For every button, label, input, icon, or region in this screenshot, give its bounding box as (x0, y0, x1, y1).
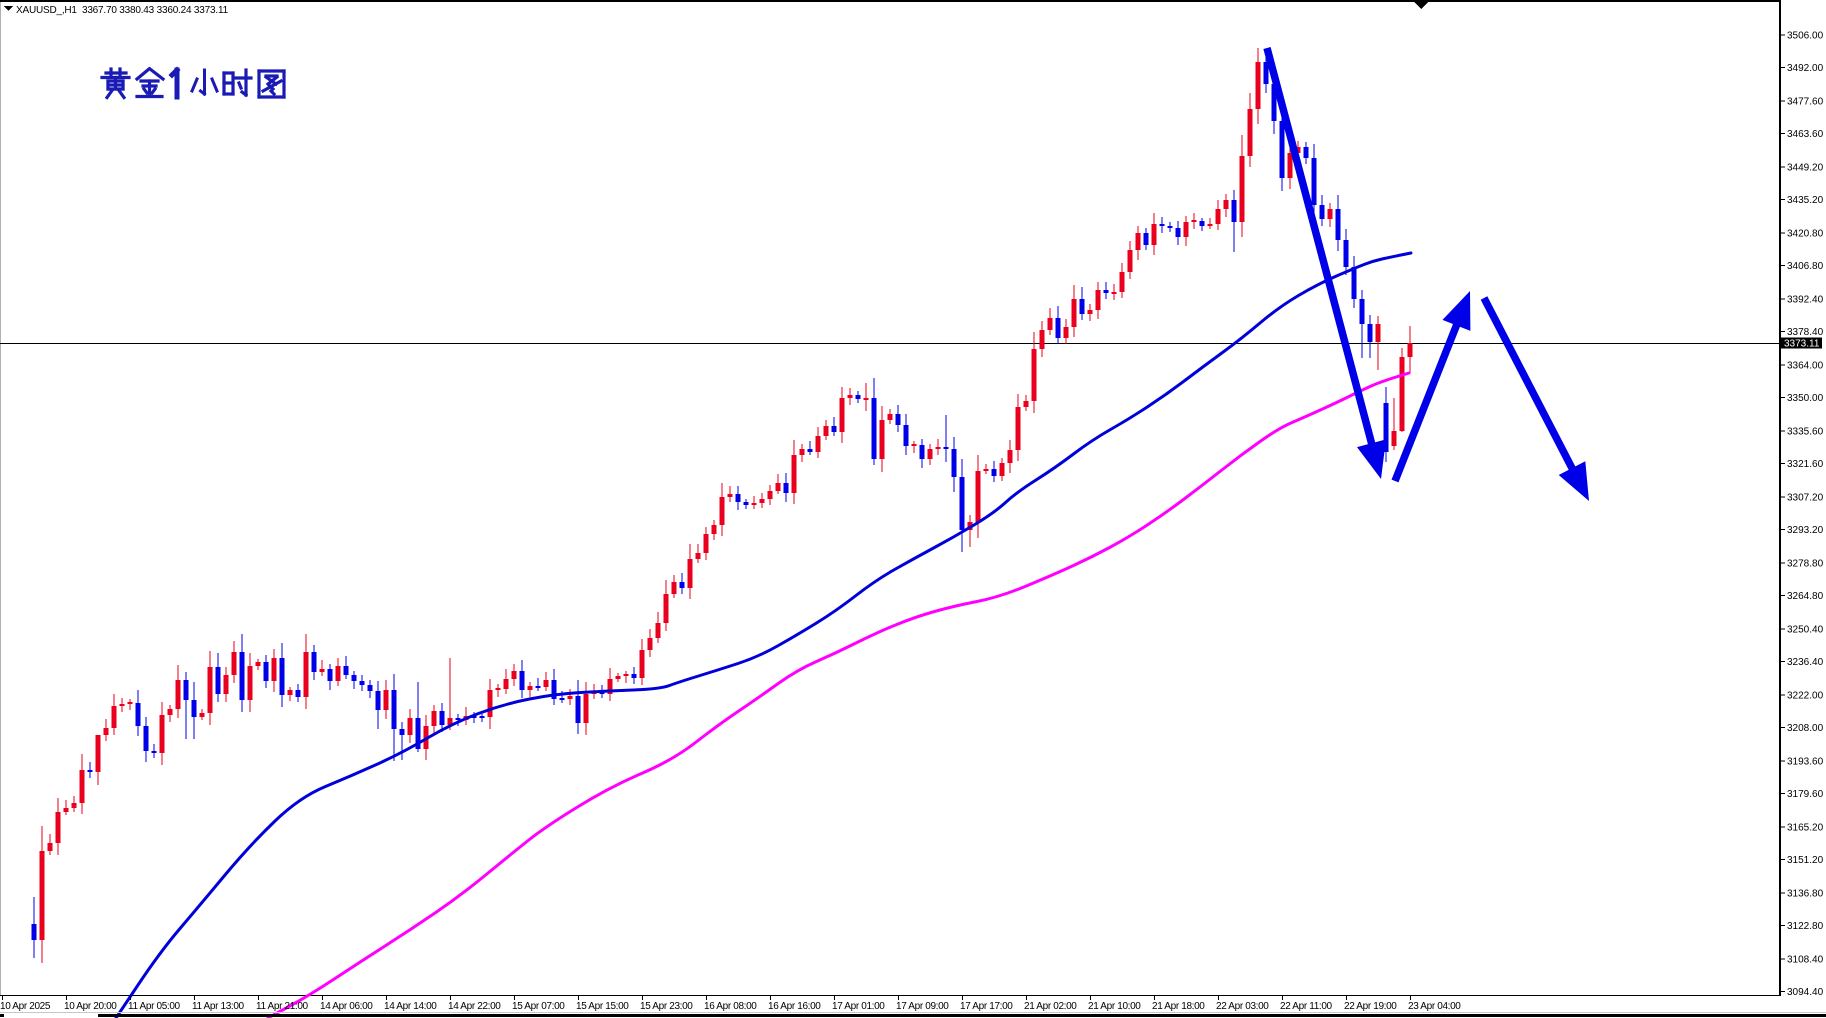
svg-text:3406.80: 3406.80 (1787, 261, 1824, 272)
svg-text:3449.20: 3449.20 (1787, 163, 1824, 174)
svg-text:14 Apr 22:00: 14 Apr 22:00 (448, 1001, 501, 1012)
svg-text:16 Apr 08:00: 16 Apr 08:00 (704, 1001, 757, 1012)
svg-text:22 Apr 11:00: 22 Apr 11:00 (1280, 1001, 1333, 1012)
svg-text:3236.40: 3236.40 (1787, 657, 1824, 668)
svg-text:17 Apr 01:00: 17 Apr 01:00 (832, 1001, 885, 1012)
svg-text:10 Apr 20:00: 10 Apr 20:00 (64, 1001, 117, 1012)
svg-text:3264.80: 3264.80 (1787, 591, 1824, 602)
svg-text:3278.80: 3278.80 (1787, 559, 1824, 570)
svg-text:14 Apr 06:00: 14 Apr 06:00 (320, 1001, 373, 1012)
svg-text:3321.60: 3321.60 (1787, 459, 1824, 470)
svg-text:3136.80: 3136.80 (1787, 889, 1824, 900)
svg-text:3094.40: 3094.40 (1787, 987, 1824, 998)
svg-text:XAUUSD_,H1 3367.70 3380.43 33: XAUUSD_,H1 3367.70 3380.43 3360.24 3373.… (16, 5, 229, 16)
svg-text:16 Apr 16:00: 16 Apr 16:00 (768, 1001, 821, 1012)
svg-text:3108.40: 3108.40 (1787, 955, 1824, 966)
svg-text:11 Apr 13:00: 11 Apr 13:00 (192, 1001, 245, 1012)
svg-text:3378.40: 3378.40 (1787, 327, 1824, 338)
svg-text:3350.00: 3350.00 (1787, 393, 1824, 404)
svg-text:21 Apr 02:00: 21 Apr 02:00 (1024, 1001, 1077, 1012)
svg-text:22 Apr 19:00: 22 Apr 19:00 (1344, 1001, 1397, 1012)
svg-text:17 Apr 17:00: 17 Apr 17:00 (960, 1001, 1013, 1012)
svg-text:3179.60: 3179.60 (1787, 789, 1824, 800)
svg-text:3250.40: 3250.40 (1787, 625, 1824, 636)
svg-text:17 Apr 09:00: 17 Apr 09:00 (896, 1001, 949, 1012)
svg-text:3420.80: 3420.80 (1787, 229, 1824, 240)
svg-text:3392.40: 3392.40 (1787, 295, 1824, 306)
svg-text:3193.60: 3193.60 (1787, 757, 1824, 768)
svg-text:3122.80: 3122.80 (1787, 921, 1824, 932)
svg-text:15 Apr 15:00: 15 Apr 15:00 (576, 1001, 629, 1012)
svg-text:3208.00: 3208.00 (1787, 723, 1824, 734)
svg-text:3364.00: 3364.00 (1787, 361, 1824, 372)
svg-text:15 Apr 23:00: 15 Apr 23:00 (640, 1001, 693, 1012)
svg-text:3293.20: 3293.20 (1787, 525, 1824, 536)
svg-text:22 Apr 03:00: 22 Apr 03:00 (1216, 1001, 1269, 1012)
svg-text:11 Apr 05:00: 11 Apr 05:00 (128, 1001, 181, 1012)
svg-text:3373.11: 3373.11 (1784, 339, 1820, 350)
svg-text:3151.20: 3151.20 (1787, 855, 1824, 866)
svg-text:3307.20: 3307.20 (1787, 493, 1824, 504)
svg-text:3477.60: 3477.60 (1787, 97, 1824, 108)
svg-text:3165.20: 3165.20 (1787, 823, 1824, 834)
svg-text:11 Apr 21:00: 11 Apr 21:00 (256, 1001, 309, 1012)
svg-text:14 Apr 14:00: 14 Apr 14:00 (384, 1001, 437, 1012)
svg-text:3463.60: 3463.60 (1787, 129, 1824, 140)
svg-text:10 Apr 2025: 10 Apr 2025 (0, 1001, 51, 1012)
svg-text:21 Apr 18:00: 21 Apr 18:00 (1152, 1001, 1205, 1012)
svg-text:3435.20: 3435.20 (1787, 195, 1824, 206)
svg-text:3222.00: 3222.00 (1787, 691, 1824, 702)
svg-text:3492.00: 3492.00 (1787, 63, 1824, 74)
svg-text:3506.00: 3506.00 (1787, 31, 1824, 42)
svg-text:3335.60: 3335.60 (1787, 427, 1824, 438)
svg-text:23 Apr 04:00: 23 Apr 04:00 (1408, 1001, 1461, 1012)
svg-text:15 Apr 07:00: 15 Apr 07:00 (512, 1001, 565, 1012)
svg-text:21 Apr 10:00: 21 Apr 10:00 (1088, 1001, 1141, 1012)
